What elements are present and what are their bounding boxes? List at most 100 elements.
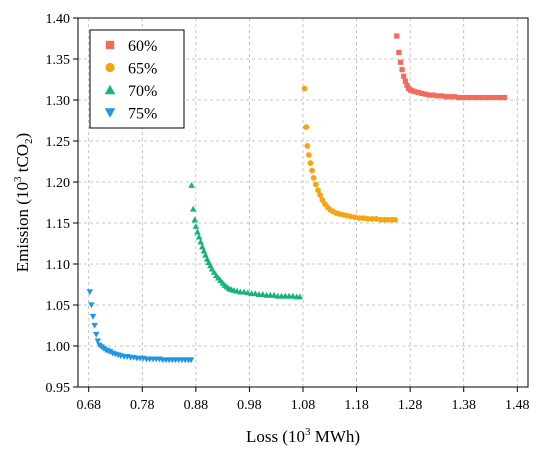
data-point (315, 187, 321, 194)
data-point (397, 59, 404, 65)
data-point (486, 94, 492, 101)
data-point (410, 88, 416, 94)
data-point (494, 94, 501, 101)
data-point (394, 33, 400, 39)
data-point (499, 94, 505, 101)
data-point (312, 181, 319, 188)
tick-layer: 0.68 0.78 0.88 0.98 1.08 1.18 1.28 1.38 1.48 0.95… (46, 12, 530, 413)
legend-label-75pct: 75% (128, 106, 157, 123)
data-point (191, 216, 199, 223)
series-layer (86, 33, 508, 364)
data-point (106, 349, 114, 355)
x-tick-label: 0.88 (184, 398, 209, 413)
grid-layer (78, 18, 528, 387)
legend-marker-75pct (104, 108, 116, 118)
legend-label-65pct: 65% (128, 61, 157, 78)
x-tick-label: 0.68 (76, 398, 101, 413)
data-point (347, 213, 354, 220)
data-point (473, 94, 479, 101)
y-tick-label: 1.25 (46, 135, 71, 150)
data-point (240, 288, 248, 295)
y-tick-label: 1.05 (46, 299, 71, 314)
data-point (373, 216, 380, 222)
data-point (464, 94, 471, 101)
data-point (477, 94, 483, 101)
legend-label-60pct: 60% (128, 38, 157, 55)
data-point (443, 94, 449, 100)
data-point (416, 90, 422, 96)
data-point (404, 82, 410, 88)
data-point (91, 322, 98, 329)
data-point (434, 93, 441, 99)
y-tick-label: 1.15 (46, 217, 71, 232)
data-point (490, 94, 496, 101)
y-axis-title-subscript: 2 (23, 138, 35, 144)
data-point (307, 160, 314, 166)
series-70pct (188, 182, 304, 300)
legend-label-70pct: 70% (128, 83, 157, 100)
data-point (88, 302, 95, 309)
data-point (304, 143, 311, 149)
y-tick-label: 0.95 (46, 381, 71, 396)
data-point (399, 67, 405, 73)
data-point (252, 290, 259, 297)
data-point (426, 92, 433, 98)
data-point (501, 94, 508, 101)
data-point (423, 91, 429, 97)
x-axis-title: Loss (103 MWh) (246, 426, 360, 446)
legend-marker-65pct (105, 62, 115, 73)
data-point (352, 214, 358, 221)
y-tick-label: 1.30 (46, 94, 71, 109)
data-point (402, 78, 408, 84)
data-point (310, 175, 317, 181)
legend-box (89, 29, 185, 129)
x-tick-label: 1.28 (398, 398, 423, 413)
data-point (360, 215, 367, 221)
data-point (187, 357, 195, 364)
data-point (244, 289, 252, 296)
legend: 60% 65% 70% 75% (89, 29, 185, 129)
data-point (419, 90, 425, 97)
data-point (319, 197, 326, 203)
data-point (452, 94, 458, 100)
y-axis-title-superscript: 3 (12, 176, 24, 182)
y-axis-title: Emission (103 tCO2) (12, 133, 35, 272)
data-point (259, 291, 267, 297)
x-axis-title-unit: MWh) (310, 427, 360, 446)
data-point (197, 238, 204, 245)
data-point (289, 292, 297, 299)
data-point (301, 85, 308, 92)
data-point (456, 94, 462, 101)
x-tick-label: 1.48 (505, 398, 530, 413)
data-point (482, 94, 488, 101)
series-75pct (86, 289, 195, 364)
data-point (192, 223, 200, 229)
series-65pct (301, 85, 399, 223)
data-point (447, 94, 453, 100)
y-axis-title-close: ) (13, 133, 32, 139)
data-point (439, 93, 445, 99)
data-point (92, 331, 100, 338)
x-axis-title-superscript: 3 (305, 426, 311, 438)
data-point (430, 92, 436, 98)
x-tick-label: 1.08 (291, 398, 316, 413)
legend-marker-70pct (104, 84, 116, 95)
data-point (369, 216, 375, 222)
data-point (86, 289, 94, 296)
data-point (364, 216, 371, 222)
data-point (401, 73, 407, 79)
data-point (189, 205, 197, 212)
data-point (392, 216, 399, 223)
data-point (306, 152, 312, 158)
data-point (317, 192, 324, 198)
data-point (469, 94, 475, 101)
y-tick-label: 1.00 (46, 340, 71, 355)
y-axis-title-unit: tCO (13, 144, 32, 177)
legend-marker-60pct (105, 40, 115, 50)
y-tick-label: 1.10 (46, 258, 71, 273)
data-point (356, 215, 363, 221)
x-tick-label: 1.18 (344, 398, 369, 413)
data-point (309, 167, 315, 174)
